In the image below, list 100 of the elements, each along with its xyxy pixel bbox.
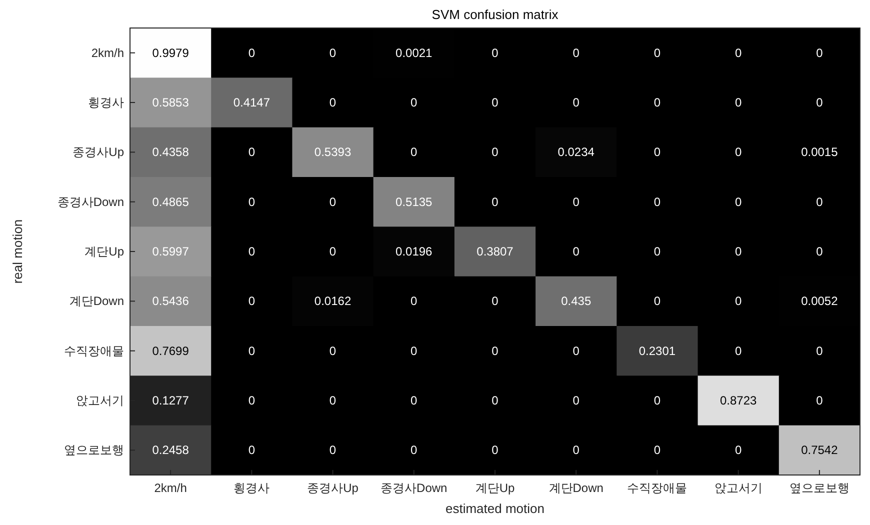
data-label: 0: [492, 194, 499, 209]
y-tick-label: 종경사Down: [57, 194, 124, 209]
data-label: 0: [572, 194, 580, 209]
y-tick-label: 계단Down: [69, 294, 124, 308]
data-label: 0: [248, 194, 256, 209]
data-label: 0: [654, 443, 661, 458]
data-label: 0.0196: [396, 244, 433, 258]
y-tick-label: 횡경사: [88, 96, 124, 110]
x-tick-label: 종경사Down: [380, 481, 448, 495]
data-label: 0.2301: [638, 344, 676, 358]
data-label: 0: [410, 145, 418, 160]
data-label: 0: [572, 443, 580, 458]
data-label: 0.5436: [152, 294, 190, 308]
x-tick-label: 종경사Up: [307, 481, 359, 495]
data-label: 0: [654, 294, 661, 308]
data-label: 0.5135: [396, 194, 433, 209]
data-label: 0: [816, 46, 824, 60]
data-label: 0: [654, 394, 661, 408]
data-label: 0: [572, 46, 580, 60]
data-label: 0: [816, 394, 824, 408]
data-label: 0: [248, 294, 256, 308]
data-label: 0: [654, 145, 661, 160]
x-tick-label: 계단Up: [475, 481, 515, 495]
data-label: 0: [329, 46, 336, 60]
data-label: 0: [410, 294, 418, 308]
data-label: 0: [654, 194, 661, 209]
data-label: 0: [248, 145, 256, 160]
data-label: 0.435: [561, 294, 592, 308]
data-label: 0: [734, 96, 742, 110]
data-label: 0.4147: [233, 96, 270, 110]
y-tick-label: 수직장애물: [64, 344, 124, 358]
x-tick-label: 계단Down: [548, 481, 604, 495]
data-label: 0.7699: [152, 344, 190, 358]
data-label: 0.7542: [801, 443, 838, 458]
data-label: 0: [410, 96, 418, 110]
data-label: 0: [654, 46, 661, 60]
data-label: 0.4865: [152, 194, 190, 209]
data-label: 0: [572, 244, 580, 258]
y-tick-label: 종경사Up: [72, 145, 124, 160]
data-label: 0.1277: [152, 394, 190, 408]
data-label: 0: [492, 443, 499, 458]
data-label: 0.4358: [152, 145, 190, 160]
data-label: 0: [329, 394, 336, 408]
data-label: 0: [572, 96, 580, 110]
data-label: 0: [248, 394, 256, 408]
x-tick-label: 옆으로보행: [789, 481, 850, 495]
data-label: 0.9979: [152, 46, 190, 60]
data-label: 0: [572, 394, 580, 408]
data-label: 0: [734, 344, 742, 358]
data-label: 0.0015: [801, 145, 838, 160]
data-label: 0: [734, 294, 742, 308]
x-tick-label: 앉고서기: [714, 481, 762, 495]
y-tick-label: 2km/h: [91, 46, 124, 60]
data-label: 0: [329, 194, 336, 209]
data-label: 0: [734, 145, 742, 160]
data-label: 0.8723: [720, 394, 758, 408]
x-axis-title: estimated motion: [446, 501, 544, 516]
data-label: 0: [492, 46, 499, 60]
data-label: 0: [329, 443, 336, 458]
y-axis-title: real motion: [10, 219, 25, 284]
data-label: 0: [492, 96, 499, 110]
data-label: 0: [816, 96, 824, 110]
data-label: 0.5853: [152, 96, 190, 110]
data-label: 0: [410, 394, 418, 408]
data-label: 0: [816, 244, 824, 258]
data-label: 0: [329, 344, 336, 358]
data-label: 0: [410, 443, 418, 458]
data-label: 0: [248, 244, 256, 258]
data-label: 0: [734, 46, 742, 60]
x-tick-label: 2km/h: [154, 481, 187, 495]
data-label: 0: [654, 244, 661, 258]
data-label: 0.5997: [152, 244, 190, 258]
data-label: 0: [816, 194, 824, 209]
data-label: 0.2458: [152, 443, 190, 458]
data-label: 0: [248, 46, 256, 60]
data-label: 0: [410, 344, 418, 358]
data-label: 0: [492, 344, 499, 358]
data-label: 0: [329, 244, 336, 258]
data-label: 0: [248, 443, 256, 458]
data-label: 0.0162: [314, 294, 352, 308]
data-label: 0: [654, 96, 661, 110]
data-label: 0: [492, 294, 499, 308]
data-label: 0: [734, 443, 742, 458]
y-tick-label: 앉고서기: [76, 394, 124, 408]
data-label: 0: [816, 344, 824, 358]
x-tick-label: 수직장애물: [627, 481, 688, 495]
data-label: 0.0052: [801, 294, 838, 308]
data-label: 0: [572, 344, 580, 358]
data-label: 0.5393: [314, 145, 352, 160]
data-label: 0: [248, 344, 256, 358]
y-tick-label: 계단Up: [84, 244, 124, 258]
data-label: 0: [492, 145, 499, 160]
data-label: 0.3807: [476, 244, 514, 258]
data-label: 0: [734, 244, 742, 258]
x-tick-label: 횡경사: [234, 481, 270, 495]
data-label: 0: [492, 394, 499, 408]
data-label: 0: [329, 96, 336, 110]
y-tick-label: 옆으로보행: [64, 443, 124, 458]
data-label: 0.0234: [558, 145, 595, 160]
chart-title: SVM confusion matrix: [432, 7, 559, 22]
